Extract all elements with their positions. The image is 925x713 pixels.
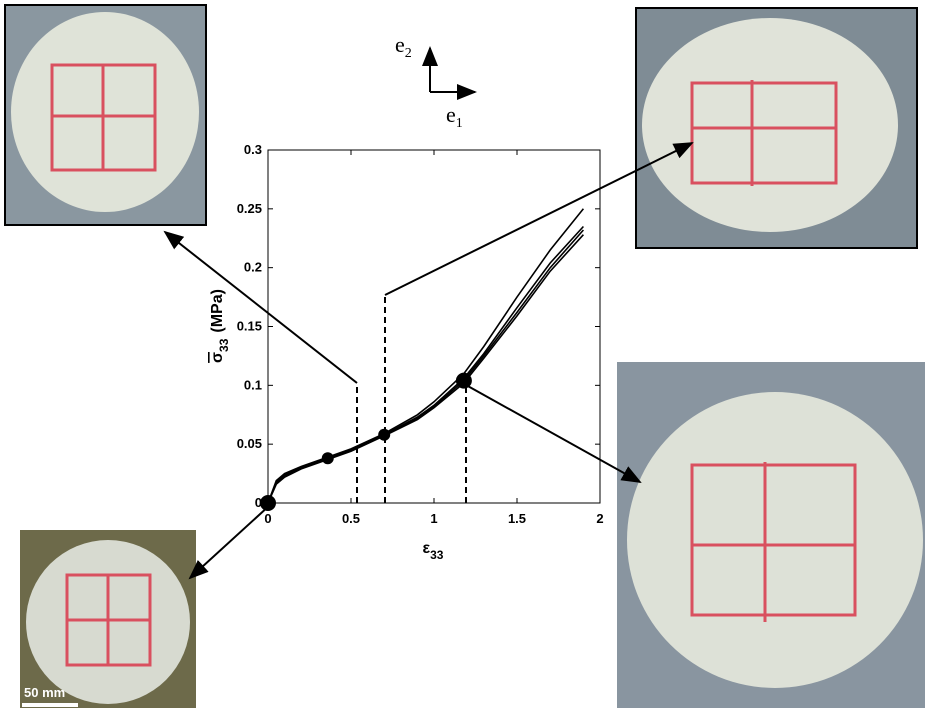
photo-top-left bbox=[5, 5, 206, 225]
x-tick-label: 1.5 bbox=[508, 511, 526, 526]
state-point bbox=[322, 452, 334, 464]
curve bbox=[268, 209, 583, 503]
state-point bbox=[260, 495, 276, 511]
x-tick-label: 0 bbox=[264, 511, 271, 526]
direction-label: e1 bbox=[446, 102, 463, 131]
y-axis-label: σ33(MPa) bbox=[209, 289, 231, 363]
figure: 50 mm e2 e1 ε33 σ33(MPa) 0 0.05 0.1 0.15 0.2… bbox=[0, 0, 925, 708]
x-axis-label: ε33 bbox=[423, 540, 444, 562]
y-tick-label: 0.05 bbox=[237, 436, 262, 451]
y-tick-label: 0.15 bbox=[237, 319, 262, 334]
y-tick-label: 0.2 bbox=[244, 260, 262, 275]
x-tick-label: 0.5 bbox=[342, 511, 360, 526]
state-point bbox=[378, 429, 390, 441]
y-tick-label: 0.3 bbox=[244, 142, 262, 157]
photo-top-right bbox=[636, 8, 917, 248]
photo-bottom-right bbox=[617, 362, 925, 708]
state-point bbox=[456, 373, 472, 389]
scale-bar-label: 50 mm bbox=[24, 685, 65, 700]
direction-axes bbox=[430, 48, 475, 92]
plot-frame bbox=[268, 150, 600, 503]
y-tick-label: 0.25 bbox=[237, 201, 262, 216]
x-tick-label: 2 bbox=[596, 511, 603, 526]
x-tick-label: 1 bbox=[430, 511, 437, 526]
y-tick-label: 0.1 bbox=[244, 377, 262, 392]
direction-label: e2 bbox=[395, 32, 412, 61]
photo-bottom-left: 50 mm bbox=[20, 530, 196, 708]
